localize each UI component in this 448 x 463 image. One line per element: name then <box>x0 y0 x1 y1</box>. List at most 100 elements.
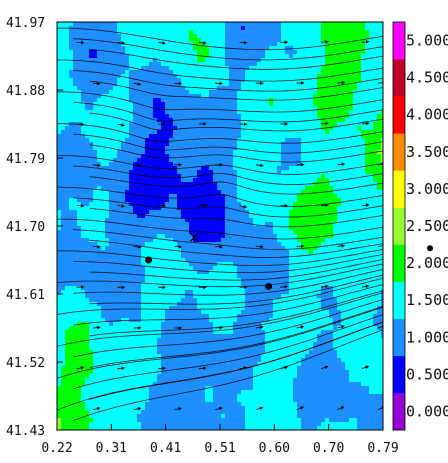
streamline <box>57 155 383 175</box>
flow-arrow <box>280 365 288 370</box>
flow-arrow <box>321 40 329 44</box>
flow-arrow <box>378 80 383 85</box>
streamline <box>89 208 383 228</box>
flow-arrow <box>320 284 329 289</box>
streamline <box>89 176 383 195</box>
y-tick-label: 41.79 <box>6 152 45 167</box>
y-tick-label: 41.88 <box>6 84 45 99</box>
colorbar-segment <box>393 355 405 394</box>
streamline <box>57 186 383 208</box>
flow-arrow <box>337 162 346 167</box>
colorbar-segment <box>393 133 405 171</box>
flow-arrow <box>215 406 223 411</box>
flow-arrow <box>117 204 126 208</box>
streamline <box>73 165 383 185</box>
colorbar-label: 0.000 <box>406 402 448 420</box>
colorbar-segment <box>393 96 405 134</box>
colorbar-label: 1.000 <box>406 328 448 346</box>
flow-arrow <box>255 406 264 411</box>
flow-arrow <box>378 325 383 329</box>
streamline <box>89 274 383 305</box>
streamline <box>73 329 383 421</box>
flow-arrow <box>320 365 329 370</box>
colorbar-label: 2.500 <box>406 217 448 235</box>
flow-arrow <box>133 82 142 86</box>
streamline <box>89 144 383 163</box>
flow-arrow <box>133 407 142 411</box>
colorbar-label: 3.500 <box>406 143 448 161</box>
flow-arrow <box>361 121 370 126</box>
streamlines <box>57 27 383 421</box>
flow-arrow <box>361 203 370 207</box>
flow-arrow <box>215 244 223 249</box>
flow-arrow <box>174 81 183 86</box>
colorbar-segment <box>393 244 405 282</box>
y-axis: 41.97 41.88 41.79 41.70 41.61 41.52 41.43 <box>6 16 63 439</box>
streamline <box>73 38 383 61</box>
streamline <box>57 218 383 240</box>
x-tick-label: 0.22 <box>41 441 72 456</box>
x-tick-label: 0.31 <box>96 441 127 456</box>
streamline <box>89 290 383 337</box>
flow-arrow <box>337 406 345 410</box>
flow-arrow <box>377 406 383 410</box>
streamline <box>89 306 383 368</box>
flow-arrow <box>321 203 329 208</box>
flow-arrow <box>133 163 142 168</box>
streamline <box>73 197 383 218</box>
streamline <box>57 59 383 82</box>
colorbar-segment <box>393 207 405 245</box>
streamline <box>89 112 383 132</box>
streamline <box>73 269 383 296</box>
colorbar-label: 0.500 <box>406 365 448 383</box>
flow-arrow <box>296 325 305 329</box>
flow-arrow <box>117 41 126 45</box>
streamline <box>57 306 383 379</box>
streamline <box>89 259 383 281</box>
streamline <box>73 229 383 250</box>
flow-arrow <box>239 366 248 370</box>
flow-arrow <box>337 244 346 248</box>
colorbar-label: 5.000 <box>406 32 448 50</box>
streamline <box>57 263 383 288</box>
colorbar-segment <box>393 22 405 60</box>
flow-arrow <box>198 366 207 371</box>
flow-arrow <box>117 123 126 127</box>
flow-arrow <box>361 365 370 370</box>
flow-arrow <box>337 80 346 85</box>
flow-arrow <box>174 244 183 249</box>
station-marker <box>145 256 153 264</box>
streamline <box>73 102 383 123</box>
colorbar-segment <box>393 392 405 431</box>
flow-arrow <box>117 366 126 371</box>
colorbar-segment <box>393 59 405 97</box>
flow-arrow <box>255 163 264 168</box>
colorbar-label: 3.000 <box>406 180 448 198</box>
flow-arrow <box>174 407 183 411</box>
x-tick-label: 0.51 <box>204 441 235 456</box>
colorbar-value-marker <box>427 245 433 252</box>
streamline <box>57 277 383 315</box>
streamline <box>57 27 383 51</box>
flow-arrow <box>321 121 329 126</box>
colorbar-label: 1.500 <box>406 291 448 309</box>
flow-arrow <box>378 162 383 167</box>
colorbar-label: 2.000 <box>406 254 448 272</box>
streamline <box>89 48 383 70</box>
flow-arrow <box>239 204 248 209</box>
streamline <box>73 299 383 358</box>
y-tick-label: 41.97 <box>6 16 45 31</box>
flow-arrow <box>337 325 345 329</box>
streamline <box>73 253 383 273</box>
cross-marker <box>189 232 199 242</box>
x-tick-label: 0.70 <box>313 441 344 456</box>
colorbar-label: 4.000 <box>406 106 448 124</box>
streamline <box>57 321 383 411</box>
flow-arrow <box>378 244 383 248</box>
streamline <box>73 70 383 92</box>
flow-arrow <box>361 284 370 289</box>
y-tick-label: 41.52 <box>6 356 45 371</box>
x-tick-label: 0.79 <box>367 441 398 456</box>
flow-arrow <box>296 406 304 410</box>
